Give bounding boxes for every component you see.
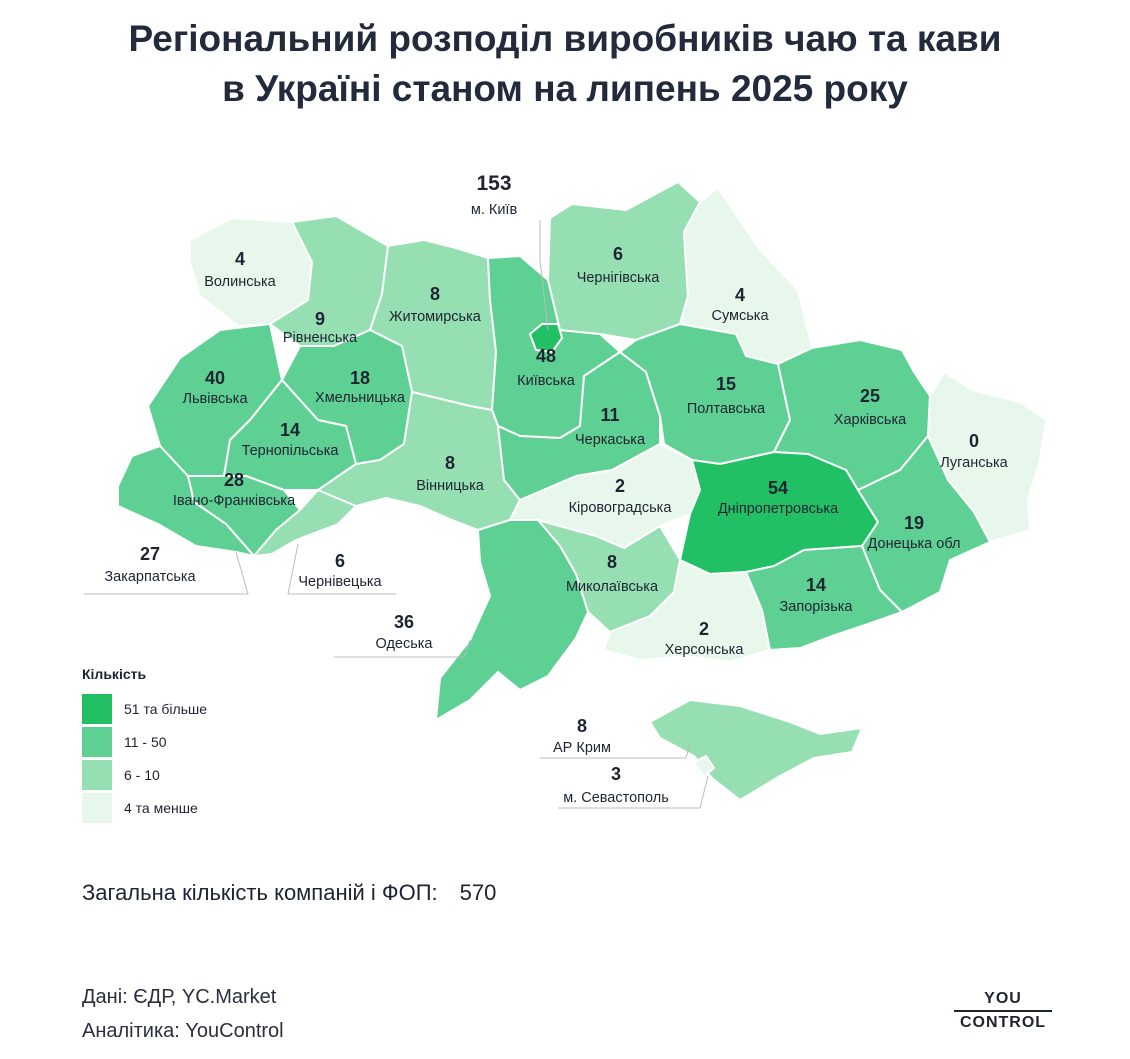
region-name-donetsk: Донецька обл xyxy=(868,536,961,552)
region-name-luhansk: Луганська xyxy=(940,455,1008,471)
regions-layer xyxy=(117,181,1047,801)
region-name-crimea: АР Крим xyxy=(553,740,611,756)
region-value-lviv: 40 xyxy=(205,368,225,388)
region-value-rivne: 9 xyxy=(315,309,325,329)
legend-swatch xyxy=(82,792,112,823)
region-value-kharkiv: 25 xyxy=(860,386,880,406)
region-value-ternopil: 14 xyxy=(280,420,300,440)
region-value-zaporizhzhia: 14 xyxy=(806,575,826,595)
region-name-kyivcity: м. Київ xyxy=(471,202,518,218)
region-value-zakarpattia: 27 xyxy=(140,544,160,564)
region-value-kirovohrad: 2 xyxy=(615,476,625,496)
youcontrol-logo: YOU CONTROL xyxy=(954,990,1052,1032)
region-value-chernivtsi: 6 xyxy=(335,551,345,571)
title-line-2: в Україні станом на липень 2025 року xyxy=(222,68,908,109)
region-value-luhansk: 0 xyxy=(969,431,979,451)
region-name-kherson: Херсонська xyxy=(665,642,745,658)
legend: Кількість 51 та більше 11 - 50 6 - 10 4 … xyxy=(82,666,207,824)
region-name-rivne: Рівненська xyxy=(283,330,358,346)
legend-label: 6 - 10 xyxy=(124,766,160,783)
region-value-crimea: 8 xyxy=(577,716,587,736)
leader-line xyxy=(558,775,709,809)
region-value-ivanofrankivsk: 28 xyxy=(224,470,244,490)
region-value-volyn: 4 xyxy=(235,249,245,269)
region-chernihiv xyxy=(547,181,701,341)
leader-line xyxy=(334,639,471,658)
region-name-ivanofrankivsk: Івано-Франківська xyxy=(173,493,296,509)
region-name-chernihiv: Чернігівська xyxy=(577,270,661,286)
region-name-poltava: Полтавська xyxy=(687,401,766,417)
region-name-dnipro: Дніпропетровська xyxy=(718,501,839,517)
region-name-kyivobl: Київська xyxy=(517,373,576,389)
legend-item-tier4: 4 та менше xyxy=(82,791,207,824)
leader-line xyxy=(287,543,299,595)
region-value-kherson: 2 xyxy=(699,619,709,639)
legend-label: 4 та менше xyxy=(124,799,198,816)
region-value-dnipro: 54 xyxy=(768,478,788,498)
leader-lines xyxy=(84,220,709,809)
region-name-zakarpattia: Закарпатська xyxy=(104,569,196,585)
total-count: Загальна кількість компаній і ФОП: 570 xyxy=(82,880,496,906)
logo-line-2: CONTROL xyxy=(959,1014,1047,1031)
region-name-kharkiv: Харківська xyxy=(834,412,907,428)
page-title: Регіональний розподіл виробників чаю та … xyxy=(0,14,1130,114)
region-name-kirovohrad: Кіровоградська xyxy=(569,500,673,516)
region-value-zhytomyr: 8 xyxy=(430,284,440,304)
legend-item-tier1: 51 та більше xyxy=(82,692,207,725)
source-data: Дані: ЄДР, YC.Market xyxy=(82,986,277,1008)
region-name-lviv: Львівська xyxy=(182,391,248,407)
source-analytics: Аналітика: YouControl xyxy=(82,1020,284,1042)
leader-line xyxy=(539,220,549,331)
region-name-zhytomyr: Житомирська xyxy=(389,309,482,325)
region-value-sevastopol: 3 xyxy=(611,764,621,784)
labels-layer: 4Волинська9Рівненська8Житомирська48Київс… xyxy=(104,172,1008,806)
sources: Дані: ЄДР, YC.Market Аналітика: YouContr… xyxy=(82,980,284,1048)
region-value-cherkasy: 11 xyxy=(600,405,619,425)
region-name-ternopil: Тернопільська xyxy=(242,443,340,459)
legend-title: Кількість xyxy=(82,666,147,682)
region-name-vinnytsia: Вінницька xyxy=(416,478,485,494)
region-value-sumy: 4 xyxy=(735,285,745,305)
total-label: Загальна кількість компаній і ФОП: xyxy=(82,880,438,905)
region-odesa xyxy=(435,519,589,721)
region-value-donetsk: 19 xyxy=(904,513,924,533)
legend-swatch xyxy=(82,693,112,724)
logo-divider xyxy=(954,1010,1052,1012)
region-zaporizhzhia xyxy=(745,545,903,651)
region-value-kyivcity: 153 xyxy=(476,172,511,195)
leader-line xyxy=(540,743,691,759)
region-name-zaporizhzhia: Запорізька xyxy=(780,599,854,615)
logo-line-1: YOU xyxy=(984,990,1022,1007)
region-zakarpattia xyxy=(117,445,255,557)
region-value-kyivobl: 48 xyxy=(536,346,556,366)
region-crimea xyxy=(649,699,863,801)
legend-swatch xyxy=(82,759,112,790)
region-value-odesa: 36 xyxy=(394,612,414,632)
region-value-poltava: 15 xyxy=(716,374,736,394)
region-name-cherkasy: Черкаська xyxy=(575,432,646,448)
legend-swatch xyxy=(82,726,112,757)
region-name-volyn: Волинська xyxy=(204,274,276,290)
region-name-khmelnytskyi: Хмельницька xyxy=(315,390,406,406)
leader-line xyxy=(84,551,249,595)
legend-item-tier3: 6 - 10 xyxy=(82,758,207,791)
region-name-chernivtsi: Чернівецька xyxy=(298,574,382,590)
region-value-mykolaiv: 8 xyxy=(607,552,617,572)
region-name-mykolaiv: Миколаївська xyxy=(566,579,659,595)
title-line-1: Регіональний розподіл виробників чаю та … xyxy=(128,18,1002,59)
legend-item-tier2: 11 - 50 xyxy=(82,725,207,758)
region-kyivcity xyxy=(529,323,563,353)
region-name-sumy: Сумська xyxy=(711,308,769,324)
region-value-vinnytsia: 8 xyxy=(445,453,455,473)
legend-label: 51 та більше xyxy=(124,700,208,717)
region-name-odesa: Одеська xyxy=(375,636,433,652)
region-name-sevastopol: м. Севастополь xyxy=(563,790,669,806)
region-value-khmelnytskyi: 18 xyxy=(350,368,370,388)
region-sevastopol xyxy=(693,755,715,777)
total-value: 570 xyxy=(459,880,497,905)
legend-label: 11 - 50 xyxy=(124,733,167,750)
region-value-chernihiv: 6 xyxy=(613,244,623,264)
